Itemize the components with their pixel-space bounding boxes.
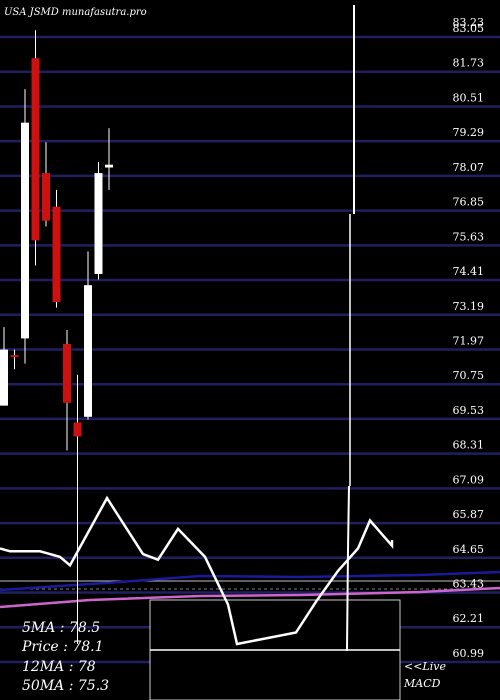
- candles: [0, 30, 113, 644]
- ma-pink-line: [0, 586, 500, 609]
- candle: [42, 142, 50, 227]
- tick-label: 62.21: [453, 612, 485, 625]
- candle: [21, 89, 29, 364]
- candle: [94, 161, 103, 280]
- tick-label: 69.53: [453, 404, 485, 417]
- candle: [63, 329, 71, 451]
- candle-body: [84, 285, 92, 417]
- tick-label: 81.73: [453, 57, 485, 70]
- candle: [52, 189, 61, 308]
- candle: [84, 251, 92, 420]
- tick-label: 68.31: [453, 439, 485, 452]
- tick-label: 70.75: [453, 369, 485, 382]
- ma5-label: 5MA : 78.5: [22, 620, 100, 636]
- tick-label: 83.23: [453, 16, 485, 29]
- candle-body: [0, 349, 8, 406]
- candle-body: [52, 206, 61, 302]
- candle: [10, 349, 19, 370]
- macd-background: [0, 5, 500, 700]
- tick-label: 74.41: [453, 265, 485, 278]
- ma50-label: 50MA : 75.3: [22, 678, 109, 694]
- tick-label: 60.99: [453, 647, 485, 660]
- tick-label: 71.97: [453, 334, 485, 347]
- candle-body: [31, 58, 40, 241]
- candle: [0, 327, 8, 406]
- tick-label: 64.65: [453, 543, 485, 556]
- macd-spike-lower: [346, 485, 350, 651]
- candle: [31, 30, 40, 266]
- ma12-label: 12MA : 78: [22, 659, 96, 675]
- price-label: Price : 78.1: [21, 639, 104, 655]
- tick-label: 76.85: [453, 196, 485, 209]
- tick-label: 83.05: [453, 22, 485, 35]
- tick-label: 73.19: [453, 300, 485, 313]
- tick-label: 78.07: [453, 161, 485, 174]
- price-grid: [0, 35, 500, 664]
- candle-body: [94, 173, 103, 274]
- macd-line: [0, 495, 394, 646]
- candle-body: [73, 422, 82, 437]
- tick-label: 65.87: [453, 508, 485, 521]
- live-label: <<Live: [404, 660, 446, 673]
- tick-label: 63.43: [453, 578, 485, 591]
- candle-body: [105, 164, 113, 168]
- candle-body: [21, 122, 29, 339]
- candle-body: [42, 173, 50, 221]
- macd-label: MACD: [403, 677, 441, 690]
- candle-body: [63, 343, 71, 403]
- candle: [105, 128, 113, 190]
- site-label: USA JSMD munafasutra.pro: [4, 7, 147, 18]
- tick-label: 80.51: [453, 91, 485, 104]
- tick-label: 79.29: [453, 126, 485, 139]
- candle-body: [10, 355, 19, 358]
- tick-label: 75.63: [453, 230, 485, 243]
- tick-label: 67.09: [453, 473, 485, 486]
- ma-blue-line: [0, 570, 500, 592]
- candle: [73, 374, 82, 644]
